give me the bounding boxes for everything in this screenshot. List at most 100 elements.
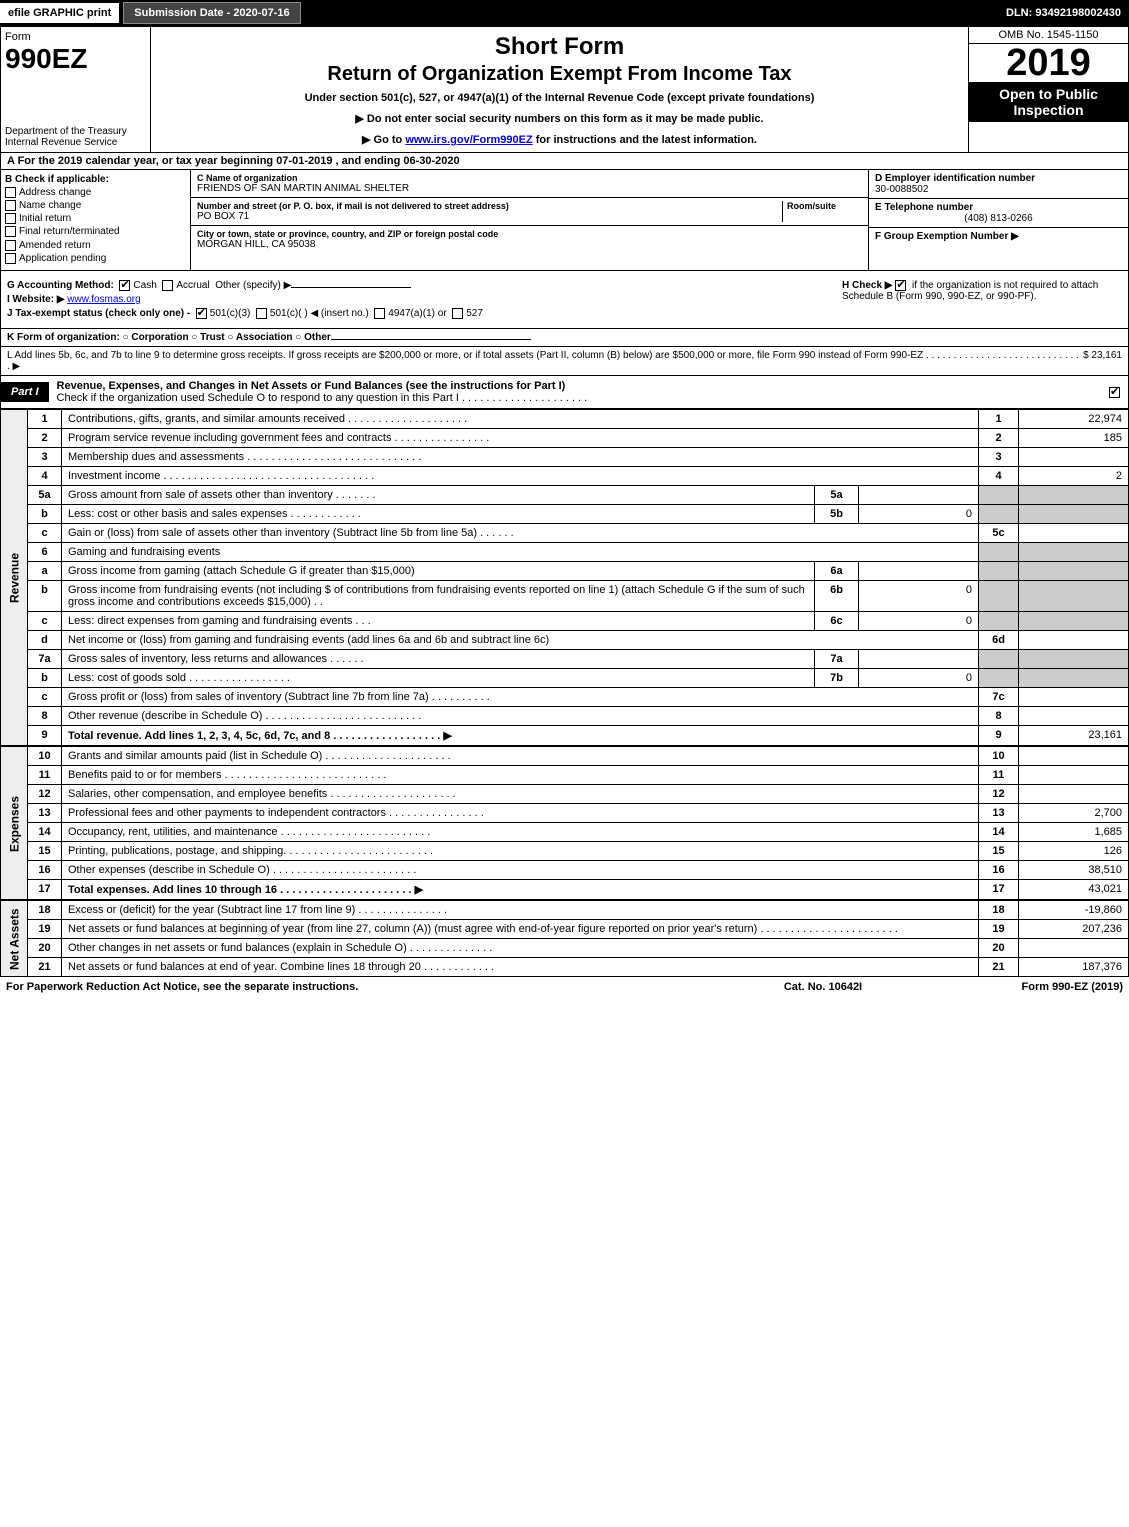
- ein-value: 30-0088502: [875, 184, 1122, 195]
- subline-amount: 0: [859, 669, 979, 688]
- line-amount-shade: [1019, 505, 1129, 524]
- line-desc: Other expenses (describe in Schedule O) …: [62, 861, 979, 880]
- line-row: 9Total revenue. Add lines 1, 2, 3, 4, 5c…: [1, 726, 1129, 746]
- line-row: dNet income or (loss) from gaming and fu…: [1, 631, 1129, 650]
- goto-link[interactable]: ▶ Go to www.irs.gov/Form990EZ for instru…: [157, 133, 962, 146]
- line-ref: 12: [979, 785, 1019, 804]
- line-amount: [1019, 707, 1129, 726]
- line-number: 19: [28, 920, 62, 939]
- group-exempt-label: F Group Exemption Number ▶: [875, 231, 1019, 242]
- box-def: D Employer identification number 30-0088…: [868, 170, 1128, 270]
- line-number: 10: [28, 747, 62, 766]
- line-amount: [1019, 785, 1129, 804]
- line-row: cGross profit or (loss) from sales of in…: [1, 688, 1129, 707]
- line-ref: 19: [979, 920, 1019, 939]
- line-amount: 38,510: [1019, 861, 1129, 880]
- section-label: Net Assets: [1, 901, 28, 977]
- efile-label[interactable]: efile GRAPHIC print: [0, 3, 119, 23]
- line-number: b: [28, 581, 62, 612]
- i-label: I Website: ▶: [7, 294, 65, 305]
- subline-num: 7a: [815, 650, 859, 669]
- chk-h[interactable]: [895, 280, 906, 291]
- org-name: FRIENDS OF SAN MARTIN ANIMAL SHELTER: [197, 183, 862, 194]
- subtitle-section: Under section 501(c), 527, or 4947(a)(1)…: [157, 92, 962, 104]
- chk-final[interactable]: Final return/terminated: [5, 226, 186, 237]
- line-ref: 1: [979, 410, 1019, 429]
- chk-501c[interactable]: [256, 308, 267, 319]
- line-number: 14: [28, 823, 62, 842]
- chk-part1-scho[interactable]: [1109, 387, 1120, 398]
- room-label: Room/suite: [787, 201, 862, 211]
- subline-num: 7b: [815, 669, 859, 688]
- chk-cash[interactable]: [119, 280, 130, 291]
- line-amount-shade: [1019, 581, 1129, 612]
- line-amount-shade: [1019, 612, 1129, 631]
- line-ref: 21: [979, 958, 1019, 977]
- chk-amended[interactable]: Amended return: [5, 240, 186, 251]
- line-number: 8: [28, 707, 62, 726]
- g-label: G Accounting Method:: [7, 280, 114, 291]
- expenses-table: Expenses10Grants and similar amounts pai…: [0, 746, 1129, 900]
- line-row: 20Other changes in net assets or fund ba…: [1, 939, 1129, 958]
- line-number: 6: [28, 543, 62, 562]
- line-row: 3Membership dues and assessments . . . .…: [1, 448, 1129, 467]
- line-desc: Total revenue. Add lines 1, 2, 3, 4, 5c,…: [62, 726, 979, 746]
- line-ref-shade: [979, 562, 1019, 581]
- form-label: Form: [5, 31, 146, 43]
- line-row: 4Investment income . . . . . . . . . . .…: [1, 467, 1129, 486]
- line-desc: Gross income from fundraising events (no…: [62, 581, 815, 612]
- line-number: 5a: [28, 486, 62, 505]
- tax-year: 2019: [969, 44, 1128, 82]
- chk-initial[interactable]: Initial return: [5, 213, 186, 224]
- part1-title: Revenue, Expenses, and Changes in Net As…: [57, 380, 566, 392]
- footer-paperwork: For Paperwork Reduction Act Notice, see …: [6, 981, 723, 993]
- line-desc: Gross income from gaming (attach Schedul…: [62, 562, 815, 581]
- line-number: c: [28, 612, 62, 631]
- chk-accrual[interactable]: [162, 280, 173, 291]
- line-amount-shade: [1019, 669, 1129, 688]
- chk-4947[interactable]: [374, 308, 385, 319]
- box-b: B Check if applicable: Address change Na…: [1, 170, 191, 270]
- line-desc: Grants and similar amounts paid (list in…: [62, 747, 979, 766]
- org-info-section: B Check if applicable: Address change Na…: [0, 170, 1129, 271]
- line-amount: 207,236: [1019, 920, 1129, 939]
- line-desc: Occupancy, rent, utilities, and maintena…: [62, 823, 979, 842]
- footer: For Paperwork Reduction Act Notice, see …: [0, 977, 1129, 997]
- org-city: MORGAN HILL, CA 95038: [197, 239, 862, 250]
- line-ref: 14: [979, 823, 1019, 842]
- line-ref: 20: [979, 939, 1019, 958]
- line-desc: Less: direct expenses from gaming and fu…: [62, 612, 815, 631]
- line-desc: Gross amount from sale of assets other t…: [62, 486, 815, 505]
- subline-amount: 0: [859, 505, 979, 524]
- line-row: Revenue1Contributions, gifts, grants, an…: [1, 410, 1129, 429]
- chk-501c3[interactable]: [196, 308, 207, 319]
- submission-date: Submission Date - 2020-07-16: [123, 2, 300, 24]
- line-row: 13Professional fees and other payments t…: [1, 804, 1129, 823]
- form-header: Form 990EZ Department of the Treasury In…: [0, 26, 1129, 153]
- addr-label: Number and street (or P. O. box, if mail…: [197, 201, 782, 211]
- line-row: 19Net assets or fund balances at beginni…: [1, 920, 1129, 939]
- website-link[interactable]: www.fosmas.org: [67, 294, 140, 305]
- section-label: Revenue: [1, 410, 28, 746]
- ein-label: D Employer identification number: [875, 173, 1122, 184]
- subline-num: 5b: [815, 505, 859, 524]
- line-row: 5aGross amount from sale of assets other…: [1, 486, 1129, 505]
- line-ref-shade: [979, 669, 1019, 688]
- subline-amount: [859, 486, 979, 505]
- chk-527[interactable]: [452, 308, 463, 319]
- line-desc: Membership dues and assessments . . . . …: [62, 448, 979, 467]
- line-number: 15: [28, 842, 62, 861]
- irs-link[interactable]: www.irs.gov/Form990EZ: [405, 134, 532, 146]
- line-desc: Program service revenue including govern…: [62, 429, 979, 448]
- line-number: b: [28, 505, 62, 524]
- line-number: a: [28, 562, 62, 581]
- chk-name[interactable]: Name change: [5, 200, 186, 211]
- chk-pending[interactable]: Application pending: [5, 253, 186, 264]
- line-amount: [1019, 688, 1129, 707]
- line-amount: 1,685: [1019, 823, 1129, 842]
- dept-treasury: Department of the Treasury: [5, 126, 146, 137]
- chk-address[interactable]: Address change: [5, 187, 186, 198]
- line-desc: Printing, publications, postage, and shi…: [62, 842, 979, 861]
- subline-amount: 0: [859, 581, 979, 612]
- line-row: aGross income from gaming (attach Schedu…: [1, 562, 1129, 581]
